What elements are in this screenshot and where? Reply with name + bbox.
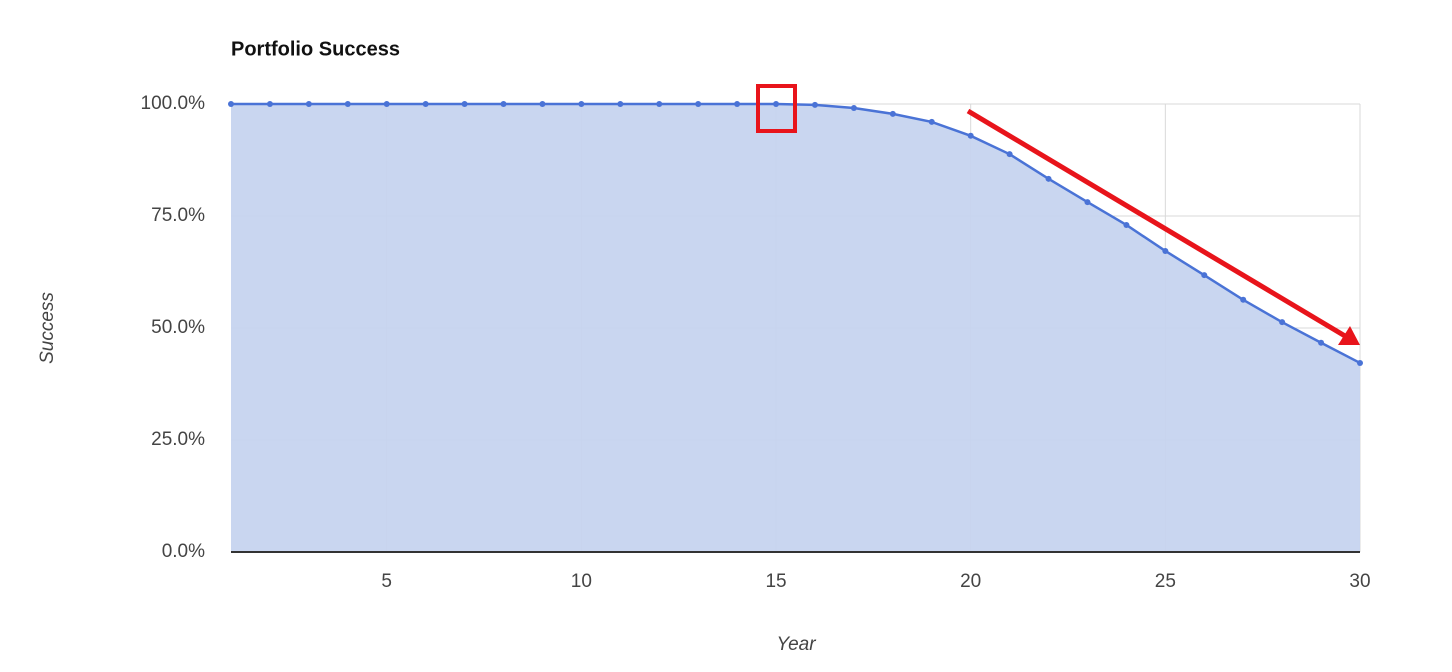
data-point: [1162, 247, 1169, 254]
data-point: [1123, 221, 1130, 228]
data-point: [1045, 175, 1052, 182]
arrow-head: [1338, 326, 1360, 345]
x-tick-label: 20: [960, 571, 981, 592]
data-point: [889, 110, 896, 117]
data-point: [695, 101, 702, 107]
x-tick-label: 30: [1349, 571, 1370, 592]
data-point: [1357, 359, 1363, 366]
y-tick-label: 75.0%: [151, 205, 205, 226]
data-point: [228, 101, 234, 107]
data-point: [344, 101, 351, 107]
y-tick-label: 100.0%: [141, 93, 206, 114]
data-point: [422, 101, 429, 107]
data-point: [1279, 319, 1286, 326]
data-point: [734, 101, 741, 107]
data-point: [967, 132, 974, 139]
area-fill: [231, 104, 1360, 552]
y-tick-label: 50.0%: [151, 317, 205, 338]
data-point: [578, 101, 585, 107]
x-tick-label: 15: [765, 571, 786, 592]
chart-title: Portfolio Success: [231, 38, 400, 60]
y-tick-label: 0.0%: [162, 541, 205, 562]
x-tick-label: 25: [1155, 571, 1176, 592]
data-point: [383, 101, 390, 107]
data-point: [500, 101, 507, 107]
data-point: [850, 105, 857, 112]
highlight-box: [756, 84, 797, 133]
x-tick-label: 5: [381, 571, 392, 592]
data-point: [1084, 199, 1091, 206]
data-point: [1240, 296, 1247, 303]
data-point: [461, 101, 468, 107]
data-point: [617, 101, 624, 107]
data-point: [1201, 272, 1208, 279]
data-point: [1006, 151, 1013, 158]
y-tick-label: 25.0%: [151, 429, 205, 450]
data-point: [773, 101, 780, 107]
data-point: [656, 101, 663, 107]
x-tick-label: 10: [571, 571, 592, 592]
data-point: [539, 101, 546, 107]
y-axis-label: Success: [37, 292, 58, 364]
data-point: [811, 101, 818, 108]
trend-arrow: [966, 108, 1347, 339]
data-point: [928, 118, 935, 125]
data-point: [1318, 339, 1325, 346]
data-point: [266, 101, 273, 107]
x-axis-label: Year: [776, 634, 816, 655]
data-point: [305, 101, 312, 107]
